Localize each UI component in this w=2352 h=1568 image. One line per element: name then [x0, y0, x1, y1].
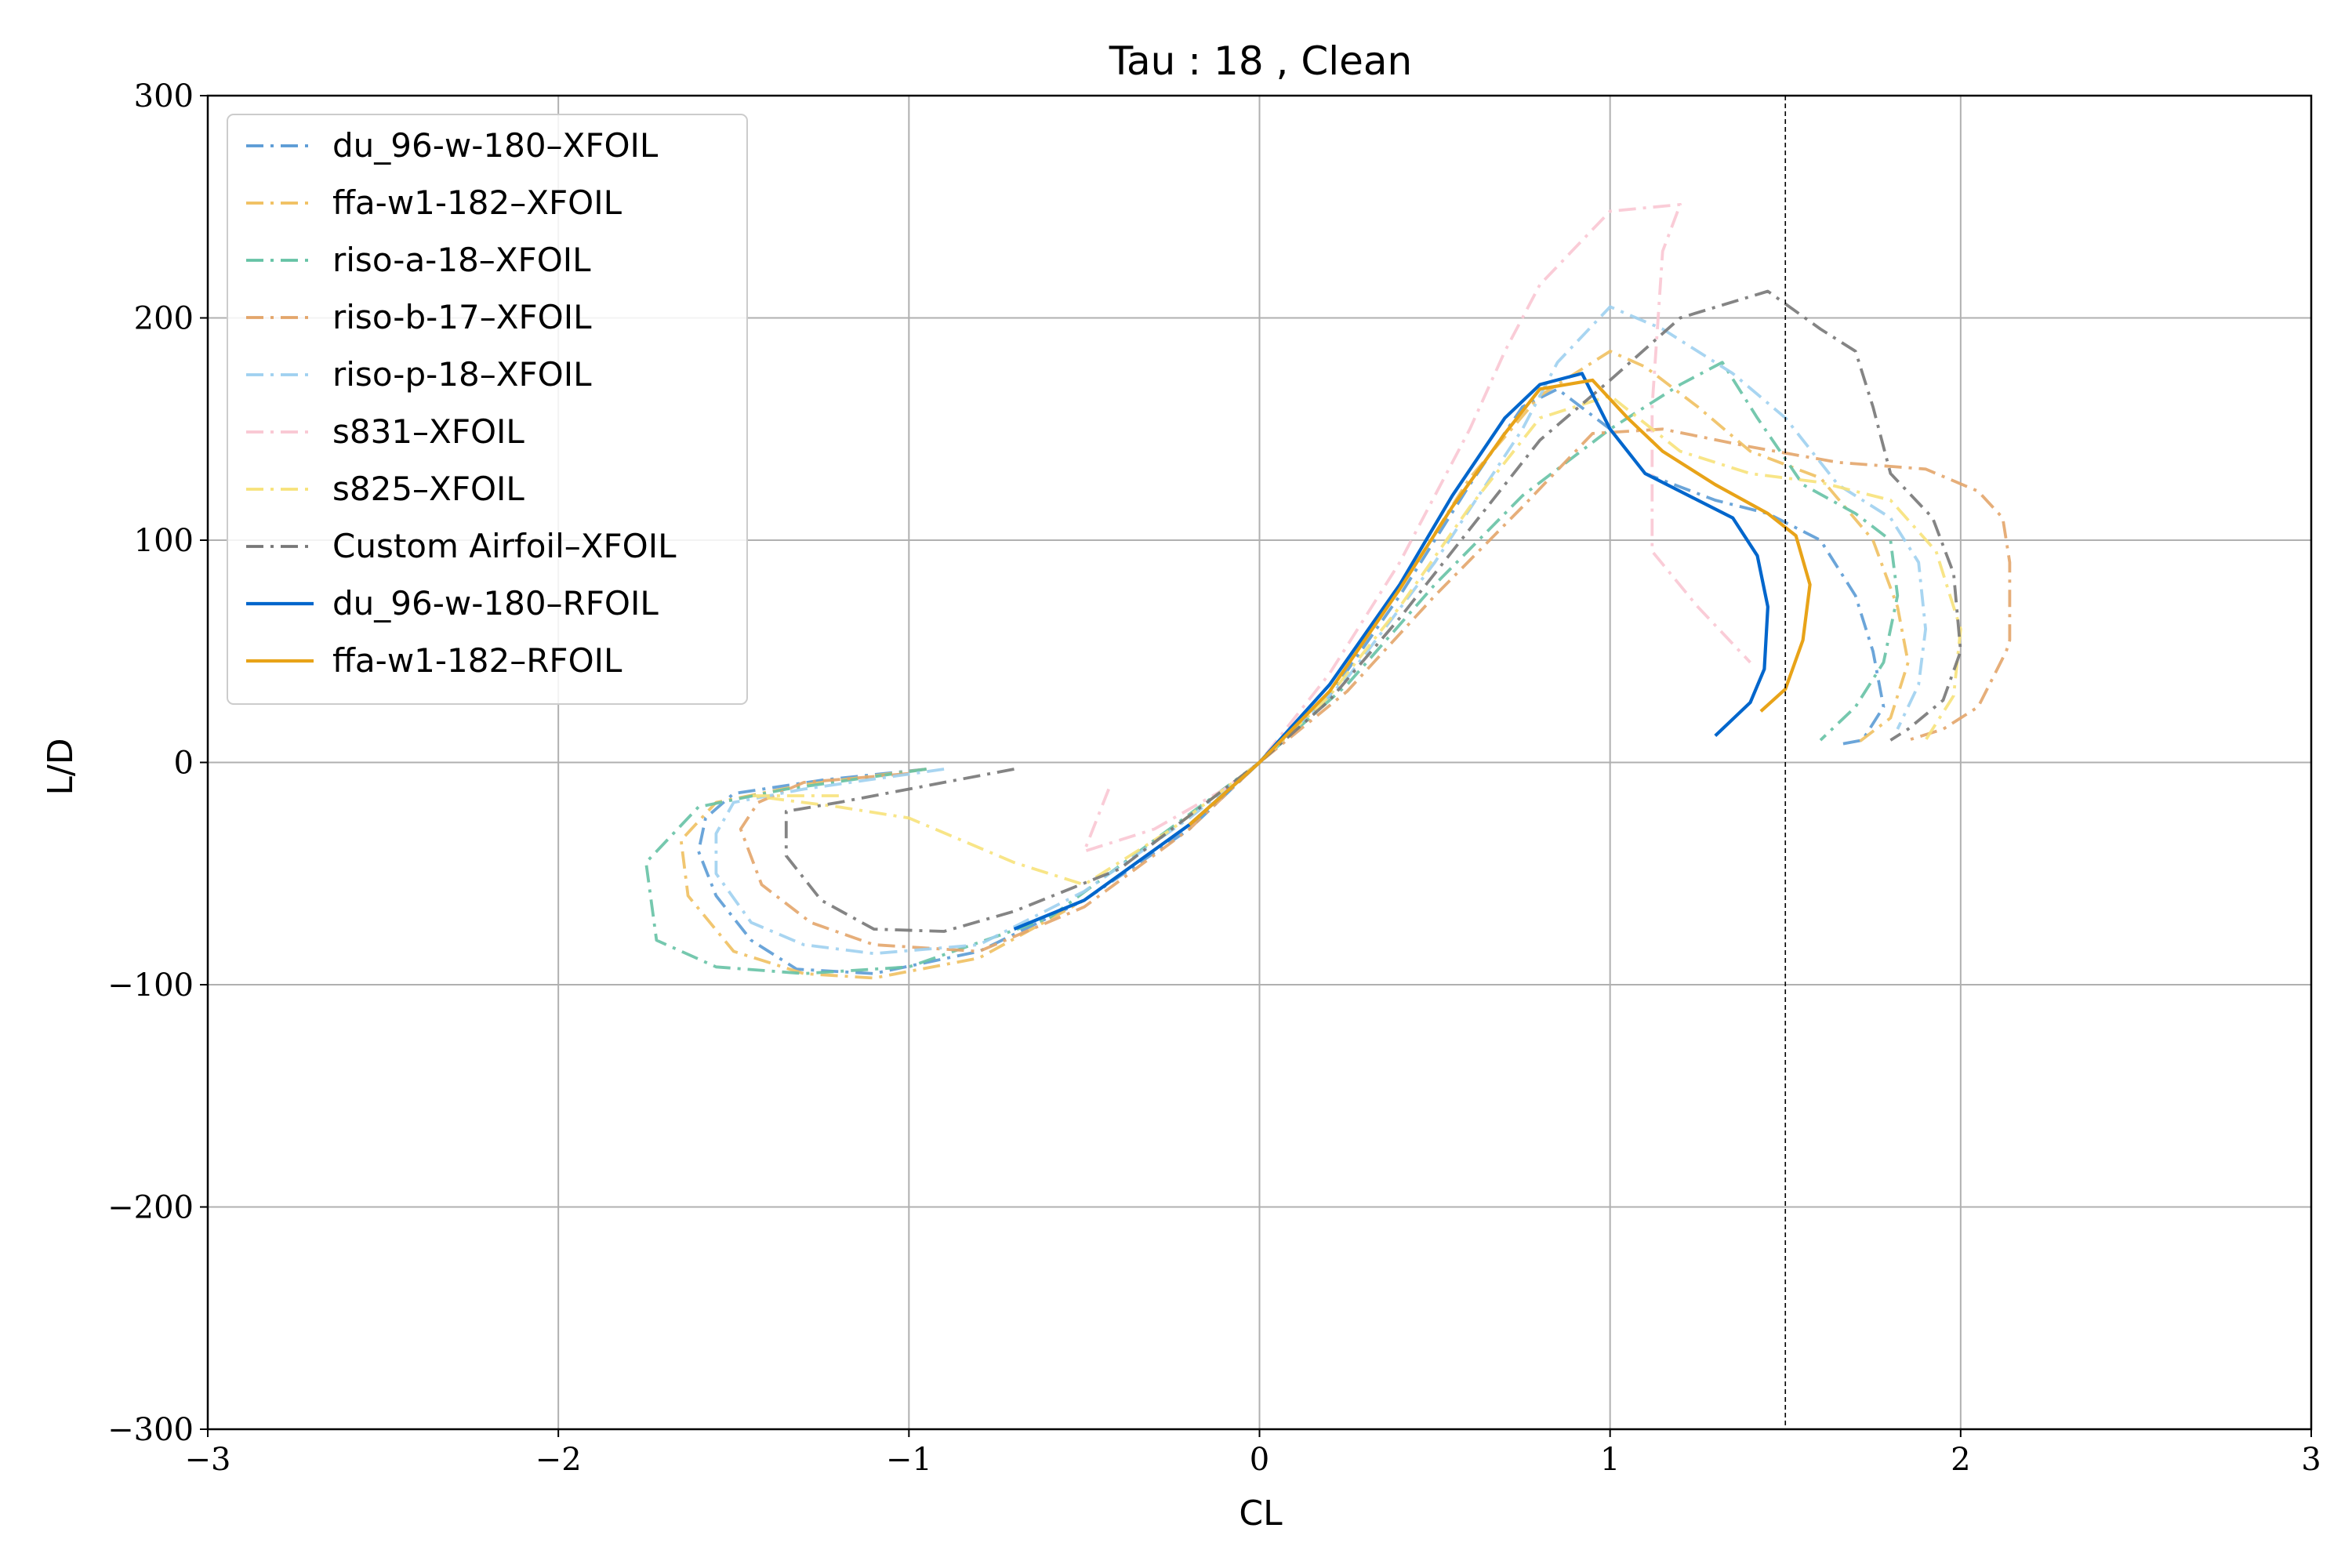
- series-line: [750, 394, 1962, 887]
- legend-label: s831–XFOIL: [332, 412, 524, 451]
- legend-label: riso-a-18–XFOIL: [332, 241, 591, 279]
- series-line: [1188, 378, 1812, 826]
- x-axis-label: CL: [1239, 1494, 1283, 1534]
- y-tick-label: −300: [107, 1412, 194, 1448]
- series-line: [697, 387, 1886, 975]
- x-tick-label: 1: [1600, 1442, 1620, 1478]
- x-tick-label: −3: [185, 1442, 231, 1478]
- series-line: [784, 289, 1962, 933]
- legend-label: ffa-w1-182–RFOIL: [332, 641, 622, 680]
- y-axis: −300 −200 −100 0 100 200 300: [107, 78, 208, 1448]
- x-axis: −3 −2 −1 0 1 2 3: [185, 1429, 2321, 1478]
- legend-label: du_96-w-180–XFOIL: [332, 126, 659, 165]
- y-tick-label: 100: [134, 523, 194, 559]
- y-tick-label: −100: [107, 967, 194, 1004]
- legend-label: riso-b-17–XFOIL: [332, 298, 592, 336]
- series-line: [739, 427, 2012, 953]
- y-tick-label: 200: [134, 301, 194, 337]
- x-tick-label: 3: [2301, 1442, 2321, 1478]
- legend-label: Custom Airfoil–XFOIL: [332, 527, 677, 565]
- x-tick-label: −1: [886, 1442, 932, 1478]
- y-tick-label: 300: [134, 78, 194, 114]
- series-line: [644, 361, 1900, 975]
- legend-label: riso-p-18–XFOIL: [332, 355, 592, 394]
- legend: du_96-w-180–XFOIL ffa-w1-182–XFOIL riso-a-…: [227, 114, 748, 705]
- x-tick-label: 2: [1951, 1442, 1970, 1478]
- series-line: [1083, 202, 1751, 853]
- legend-box: [227, 114, 748, 705]
- legend-label: ffa-w1-182–XFOIL: [332, 183, 622, 222]
- legend-label: du_96-w-180–RFOIL: [332, 584, 659, 622]
- series-layer: [644, 202, 2012, 980]
- x-tick-label: −2: [535, 1442, 582, 1478]
- y-tick-label: −200: [107, 1190, 194, 1226]
- y-tick-label: 0: [174, 746, 194, 782]
- chart-title: Tau : 18 , Clean: [1109, 38, 1412, 84]
- x-tick-label: 0: [1250, 1442, 1269, 1478]
- legend-label: s825–XFOIL: [332, 470, 524, 508]
- y-axis-label: L/D: [41, 738, 81, 795]
